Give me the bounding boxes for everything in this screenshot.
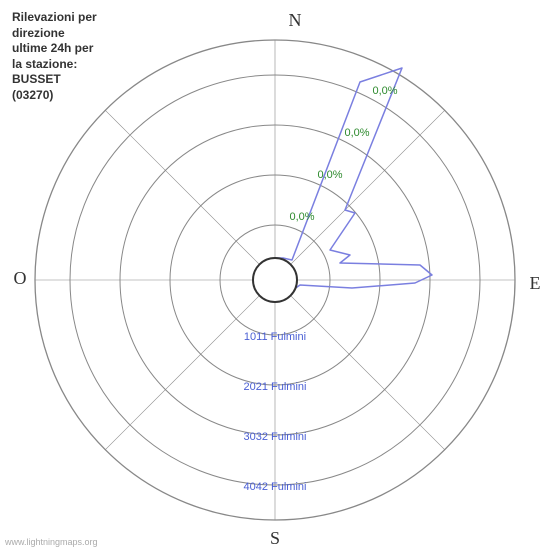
cardinal-label: E [530, 273, 541, 293]
cardinal-label: N [289, 10, 302, 30]
center-circle [253, 258, 297, 302]
footer-attribution: www.lightningmaps.org [5, 537, 98, 547]
ring-label: 2021 Fulmini [244, 381, 307, 393]
grid-spoke [105, 296, 259, 450]
pct-label: 0,0% [344, 127, 369, 139]
cardinal-label: O [14, 268, 27, 288]
pct-label: 0,0% [317, 169, 342, 181]
ring-label: 4042 Fulmini [244, 481, 307, 493]
chart-title: Rilevazioni per direzione ultime 24h per… [12, 10, 97, 104]
data-series [275, 68, 432, 302]
ring-label: 3032 Fulmini [244, 431, 307, 443]
pct-label: 0,0% [372, 85, 397, 97]
grid-spoke [105, 110, 259, 264]
grid-spoke [291, 296, 445, 450]
cardinal-label: S [270, 528, 280, 548]
ring-label: 1011 Fulmini [244, 331, 306, 343]
pct-label: 0,0% [289, 211, 314, 223]
